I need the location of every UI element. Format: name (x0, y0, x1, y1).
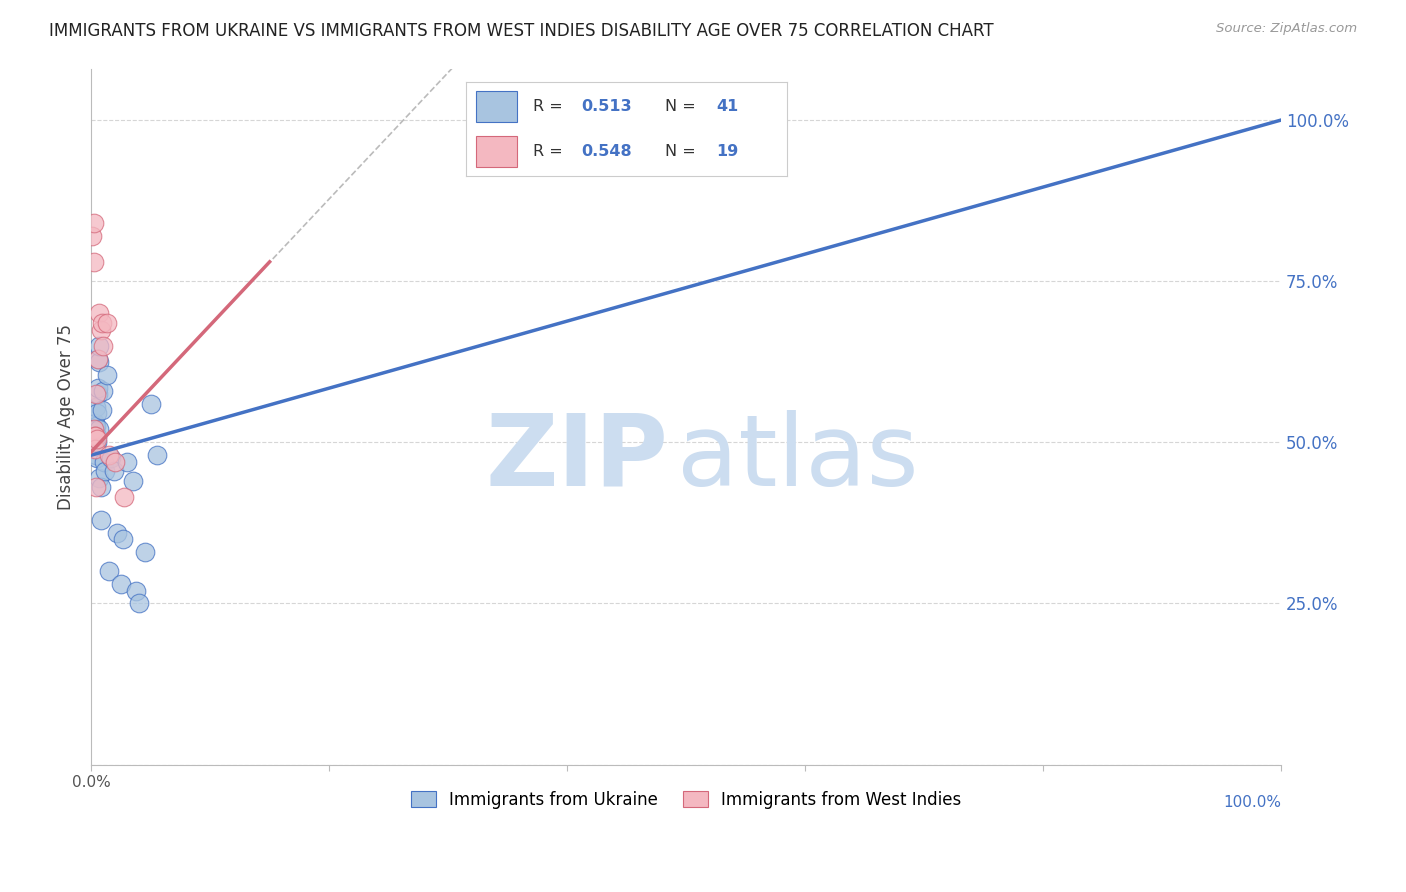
Point (114, 490, 136, 504)
Point (93, 455, 115, 469)
Point (84, 438, 107, 452)
Point (105, 525, 128, 540)
Point (134, 545, 156, 559)
Text: 100.0%: 100.0% (1223, 795, 1281, 810)
Text: atlas: atlas (676, 409, 918, 507)
Point (94, 464, 117, 478)
Point (125, 583, 148, 598)
Point (83, 442, 105, 456)
Point (89, 306, 111, 320)
Point (87, 387, 110, 401)
Point (83, 216, 105, 230)
Point (83, 435, 105, 450)
Point (83, 416, 105, 430)
Point (86, 406, 108, 420)
Point (96, 368, 118, 382)
Point (83, 425, 105, 440)
Text: ZIP: ZIP (485, 409, 668, 507)
Point (90, 316, 112, 330)
Point (83, 429, 105, 443)
Point (112, 532, 135, 546)
Point (89, 338, 111, 352)
Point (139, 396, 162, 410)
Point (83, 429, 105, 443)
Point (87, 351, 110, 366)
Point (91, 384, 114, 398)
Point (90, 322, 112, 336)
Point (83, 422, 105, 436)
Point (83, 422, 105, 436)
Point (84, 387, 107, 401)
Point (90, 403, 112, 417)
Point (145, 448, 167, 462)
Point (91, 338, 114, 352)
Point (84, 448, 107, 462)
Point (86, 451, 108, 466)
Point (100, 451, 122, 466)
Point (87, 351, 110, 366)
Point (84, 400, 107, 414)
Point (90, 480, 112, 494)
Point (82, 229, 104, 244)
Point (98, 448, 121, 462)
Point (89, 471, 111, 485)
Point (89, 422, 111, 436)
Point (121, 474, 143, 488)
Point (110, 577, 132, 591)
Point (84, 480, 107, 494)
Point (83, 429, 105, 443)
Point (89, 355, 111, 369)
Point (86, 435, 108, 450)
Point (103, 464, 125, 478)
Point (86, 432, 108, 446)
Point (87, 380, 110, 394)
Point (98, 564, 121, 578)
Legend: Immigrants from Ukraine, Immigrants from West Indies: Immigrants from Ukraine, Immigrants from… (404, 784, 969, 815)
Point (86, 429, 108, 443)
Point (115, 455, 138, 469)
Point (627, 100, 650, 114)
Point (128, 596, 150, 610)
Point (96, 316, 118, 330)
Text: IMMIGRANTS FROM UKRAINE VS IMMIGRANTS FROM WEST INDIES DISABILITY AGE OVER 75 CO: IMMIGRANTS FROM UKRAINE VS IMMIGRANTS FR… (49, 22, 994, 40)
Point (83, 255, 105, 269)
Y-axis label: Disability Age Over 75: Disability Age Over 75 (58, 324, 75, 509)
Text: Source: ZipAtlas.com: Source: ZipAtlas.com (1216, 22, 1357, 36)
Point (90, 513, 112, 527)
Point (104, 455, 127, 469)
Point (84, 419, 107, 434)
